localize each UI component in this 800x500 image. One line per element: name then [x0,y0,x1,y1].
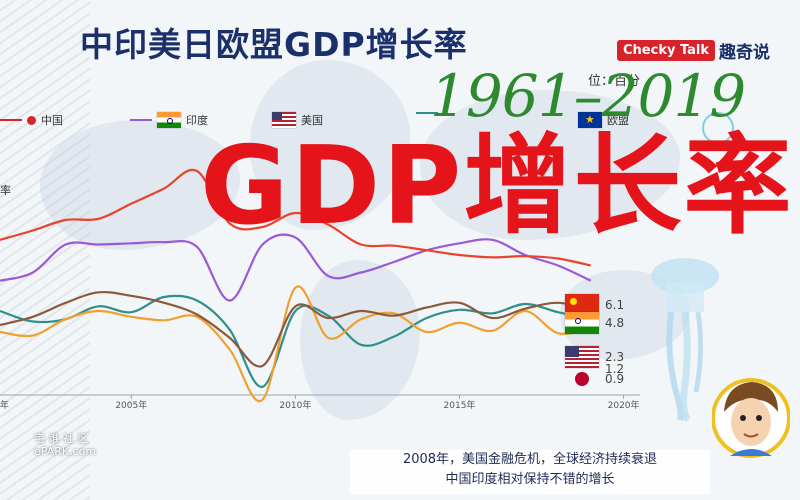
end-value: 0.9 [605,372,625,386]
end-value: 2.3 [605,350,625,364]
legend-item-eu: 欧盟 [578,112,629,128]
caption-line-1: 2008年，美国金融危机，全球经济持续衰退 [402,452,658,467]
chart-legend: 中国 印度 美国 欧盟 [0,112,800,134]
series-line-eu [0,294,591,388]
india-flag-icon [565,312,599,334]
unit-label: 位：百分 [588,74,641,89]
site-watermark: 宅 谁 社 区 ePARK.com [34,432,96,458]
legend-line [0,119,22,121]
caption-line-2: 中国印度相对保持不错的增长 [445,472,615,487]
series-line-usa [0,290,592,368]
end-label-eu: 1.2 [605,362,624,376]
decorative-stripes [0,0,90,500]
end-label-usa: 2.3 [565,346,624,368]
legend-label: 美国 [301,114,323,127]
end-value: 1.2 [605,362,625,376]
year-range-title: 1961–2019 [430,62,746,130]
brand-name-en: Checky Talk [617,40,716,61]
watermark-url: ePARK.com [34,445,97,459]
legend-item-india: 印度 [130,112,208,128]
india-flag-icon [157,112,181,128]
brand-name-cn: 趣奇说 [719,43,771,63]
end-label-india: 4.8 [565,312,624,334]
end-value: 6.1 [605,298,625,312]
x-tick-label: 年 [0,399,9,411]
end-value: 4.8 [605,316,625,330]
legend-label: 印度 [186,114,208,127]
end-label-japan: 0.9 [565,368,624,390]
big-overlay-title: GDP增长率 [200,124,794,249]
china-dot-icon [27,115,36,125]
x-tick-label: 2010年 [279,399,311,411]
series-line-china [0,168,591,267]
legend-item-usa: 美国 [272,112,323,128]
jellyfish-icon [651,258,719,422]
legend-label: 中国 [41,114,63,127]
x-tick-label: 2005年 [115,399,147,411]
y-axis-label: 率 [0,184,11,197]
japan-flag-icon [565,368,599,390]
series-line-india [0,233,592,302]
x-tick-label: 2015年 [444,399,476,411]
main-title: 中印美日欧盟GDP增长率 [80,25,468,64]
video-caption: 2008年，美国金融危机，全球经济持续衰退 中国印度相对保持不错的增长 [350,450,710,494]
us-flag-icon [565,346,599,368]
series-line-japan [0,285,591,403]
decorative-circle-icon [702,112,734,144]
series-end-labels: 6.1 4.8 2.3 1.2 0.9 [565,0,645,500]
legend-item-china: 中国 [0,112,63,128]
china-flag-icon [565,294,599,316]
us-flag-icon [272,112,296,128]
brand-logo: Checky Talk 趣奇说 [617,38,770,63]
x-tick-label: 2020年 [608,399,640,411]
end-label-china: 6.1 [565,294,624,316]
legend-item-partial [416,112,438,114]
watermark-text: 宅 谁 社 区 [34,432,89,445]
legend-line [416,112,438,114]
legend-line [130,119,152,121]
legend-label: 欧盟 [607,114,629,127]
eu-flag-icon [578,112,602,128]
avatar [712,378,790,458]
